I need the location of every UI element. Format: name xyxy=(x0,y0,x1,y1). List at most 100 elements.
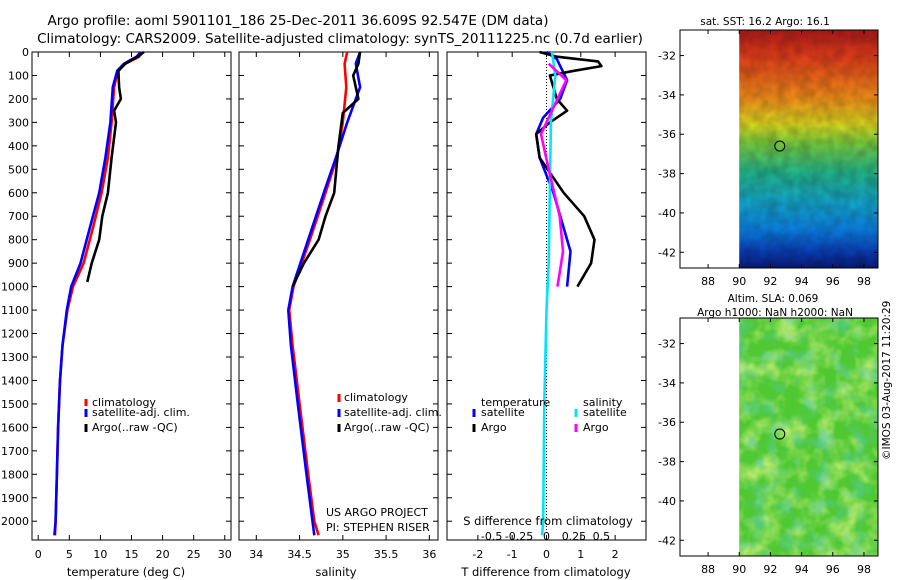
depth-tick-label: 1000 xyxy=(1,281,29,294)
imos-credit: ©IMOS 03-Aug-2017 11:20:29 xyxy=(881,301,893,460)
depth-tick-label: 1200 xyxy=(1,328,29,341)
salinity-xlabel: salinity xyxy=(315,565,356,579)
depth-tick-label: 1700 xyxy=(1,445,29,458)
s-difference-xlabel: S difference from climatology xyxy=(463,514,633,528)
x-tick-label: 0 xyxy=(543,548,550,561)
sla-latitude-ticks: -32 -34 -36 -38 -40 -42 xyxy=(658,338,878,547)
series-line-salinity-satellite xyxy=(540,51,557,536)
x-tick-label: 2 xyxy=(612,548,619,561)
sst-map-panel: sat. SST: 16.2 Argo: 16.1 88 90 92 94 96 98 -… xyxy=(658,16,879,288)
x-tick-label: 34.5 xyxy=(287,548,312,561)
difference-profile-panel: -2 -1 0 1 2 -0.5 -0.25 0 0.25 0.5 T difference f… xyxy=(446,50,647,579)
series-line-temperature-argo xyxy=(534,50,603,288)
x-tick-label: 20 xyxy=(156,548,170,561)
lat-tick-label: -32 xyxy=(658,338,676,351)
sst-map-title: sat. SST: 16.2 Argo: 16.1 xyxy=(700,16,830,28)
salinity-axes-box xyxy=(238,51,439,541)
salinity-depth-ticks xyxy=(239,51,438,522)
difference-depth-ticks xyxy=(447,51,646,522)
figure-title-line1: Argo profile: aoml 5901101_186 25-Dec-20… xyxy=(48,13,549,29)
sla-map-subtitle: Argo h1000: NaN h2000: NaN xyxy=(697,307,853,319)
sla-map-title: Altim. SLA: 0.069 xyxy=(728,293,819,305)
lon-tick-label: 90 xyxy=(732,275,746,288)
x-tick-label: 30 xyxy=(218,548,232,561)
pi-annotation: PI: STEPHEN RISER xyxy=(326,521,430,534)
legend-argo-label: Argo(..raw -QC) xyxy=(344,421,430,434)
depth-tick-label: 1600 xyxy=(1,421,29,434)
lon-tick-label: 90 xyxy=(732,563,746,576)
s-tick-label: -0.25 xyxy=(505,530,533,543)
depth-tick-label: 1800 xyxy=(1,468,29,481)
legend-satellite-label: satellite-adj. clim. xyxy=(92,406,190,419)
lon-tick-label: 94 xyxy=(795,275,809,288)
legend-temperature-header: temperature xyxy=(481,396,550,409)
sst-longitude-ticks: 88 90 92 94 96 98 xyxy=(701,30,871,288)
legend-salinity-header: salinity xyxy=(583,396,623,409)
temperature-legend: climatology satellite-adj. clim. Argo(..… xyxy=(84,396,190,434)
x-tick-label: 15 xyxy=(125,548,139,561)
s-tick-label: -0.5 xyxy=(481,530,502,543)
lon-tick-label: 92 xyxy=(763,275,777,288)
depth-tick-label: 400 xyxy=(8,140,29,153)
t-difference-xlabel: T difference from climatology xyxy=(460,565,631,579)
sla-longitude-ticks: 88 90 92 94 96 98 xyxy=(701,318,871,576)
lat-tick-label: -34 xyxy=(658,377,676,390)
series-line-climatology xyxy=(287,51,349,536)
x-tick-label: 36 xyxy=(422,548,436,561)
lat-tick-label: -34 xyxy=(658,89,676,102)
sst-map-frame xyxy=(679,29,879,269)
lon-tick-label: 88 xyxy=(701,563,715,576)
x-tick-label: -2 xyxy=(472,548,483,561)
s-tick-label: 0 xyxy=(543,530,550,543)
legend-temp-satellite-label: satellite xyxy=(481,406,525,419)
sla-heatmap-field xyxy=(739,318,878,556)
depth-tick-label: 2000 xyxy=(1,515,29,528)
sst-latitude-ticks: -32 -34 -36 -38 -40 -42 xyxy=(658,50,878,259)
temperature-xlabel: temperature (deg C) xyxy=(67,565,185,579)
lon-tick-label: 92 xyxy=(763,563,777,576)
series-line-salinity-argo xyxy=(539,62,568,287)
lat-tick-label: -42 xyxy=(658,534,676,547)
lat-tick-label: -40 xyxy=(658,495,676,508)
depth-tick-label: 300 xyxy=(8,116,29,129)
argo-location-marker xyxy=(774,140,786,152)
depth-tick-label: 1300 xyxy=(1,351,29,364)
temperature-profile-panel: 0100200300400500600700800900100011001200… xyxy=(1,46,232,579)
legend-sal-argo-label: Argo xyxy=(583,421,609,434)
x-tick-label: 35 xyxy=(336,548,350,561)
project-annotation: US ARGO PROJECT xyxy=(326,506,428,519)
argo-location-marker xyxy=(774,428,786,440)
legend-satellite-label: satellite-adj. clim. xyxy=(344,406,442,419)
depth-tick-label: 800 xyxy=(8,234,29,247)
salinity-axis-ticks: 34 34.5 35 35.5 36 xyxy=(249,52,436,561)
depth-tick-label: 1100 xyxy=(1,304,29,317)
lon-tick-label: 96 xyxy=(826,563,840,576)
depth-tick-label: 1900 xyxy=(1,492,29,505)
t-difference-axis-ticks: -2 -1 0 1 2 xyxy=(472,52,619,561)
figure-title-line2: Climatology: CARS2009. Satellite-adjuste… xyxy=(37,31,643,47)
depth-tick-label: 0 xyxy=(22,46,29,59)
sla-map-panel: Altim. SLA: 0.069 Argo h1000: NaN h2000:… xyxy=(658,293,879,576)
depth-tick-label: 200 xyxy=(8,93,29,106)
x-tick-label: 25 xyxy=(187,548,201,561)
series-line-argo-raw-qc- xyxy=(86,50,145,283)
depth-axis-ticks: 0 100 200 300 400 500 600 700 800 900 1000 1100 1200… xyxy=(1,46,231,528)
lon-tick-label: 98 xyxy=(857,275,871,288)
sst-heatmap-field xyxy=(739,30,878,268)
legend-argo-label: Argo(..raw -QC) xyxy=(92,421,178,434)
legend-sal-satellite-label: satellite xyxy=(583,406,627,419)
salinity-profile-panel: 34 34.5 35 35.5 36 salinity climatology sate… xyxy=(238,51,442,579)
series-line-satellite-adj-clim- xyxy=(53,51,142,536)
temperature-axes-box xyxy=(31,51,232,541)
temperature-series xyxy=(53,50,145,536)
salinity-series xyxy=(286,51,362,536)
x-tick-label: 10 xyxy=(93,548,107,561)
sst-texture xyxy=(739,30,878,268)
depth-tick-label: 700 xyxy=(8,210,29,223)
sla-low-texture xyxy=(739,318,878,556)
lon-tick-label: 96 xyxy=(826,275,840,288)
lat-tick-label: -36 xyxy=(658,128,676,141)
legend-temp-argo-label: Argo xyxy=(481,421,507,434)
s-tick-label: 0.5 xyxy=(593,530,611,543)
